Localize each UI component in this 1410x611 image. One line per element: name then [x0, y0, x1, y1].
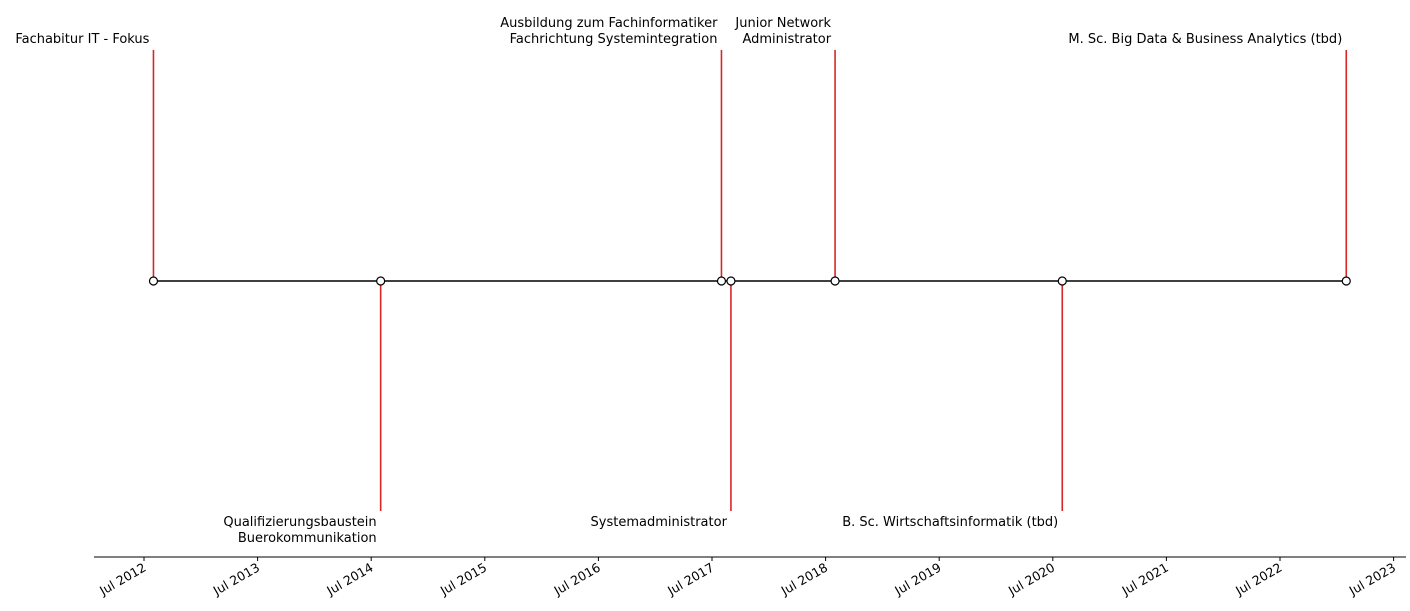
event-marker — [1341, 276, 1351, 286]
event-label: Ausbildung zum Fachinformatiker Fachricht… — [500, 16, 718, 47]
event-marker — [376, 276, 386, 286]
event-label: Junior Network Administrator — [734, 16, 831, 47]
event-stems — [152, 50, 1348, 511]
event-markers — [148, 276, 1351, 286]
x-axis-ticks: Jul 2012 Jul 2013 Jul 2014 Jul 2015 Jul 2016… — [96, 557, 1398, 599]
x-tick-label: Jul 2018 — [778, 560, 830, 599]
x-tick-label: Jul 2013 — [210, 560, 262, 599]
x-tick-label: Jul 2012 — [96, 560, 148, 599]
x-tick-label: Jul 2021 — [1118, 560, 1170, 599]
x-tick-label: Jul 2016 — [550, 560, 602, 599]
x-tick-label: Jul 2017 — [664, 560, 716, 599]
event-marker — [830, 276, 840, 286]
event-marker — [726, 276, 736, 286]
event-label: M. Sc. Big Data & Business Analytics (tb… — [1068, 32, 1342, 47]
x-tick-label: Jul 2014 — [323, 560, 375, 599]
x-tick-label: Jul 2015 — [437, 560, 489, 599]
event-label: Fachabitur IT - Fokus — [15, 32, 149, 47]
event-marker — [716, 276, 727, 286]
event-label: Systemadministrator — [591, 515, 728, 530]
event-marker — [148, 276, 159, 286]
x-tick-label: Jul 2019 — [891, 560, 943, 599]
x-tick-label: Jul 2023 — [1346, 560, 1398, 599]
event-label: Qualifizierungsbaustein Buerokommunikatio… — [223, 515, 376, 546]
x-tick-label: Jul 2020 — [1005, 560, 1057, 599]
event-labels: Fachabitur IT - Fokus Qualifizierungsbaus… — [15, 16, 1342, 546]
event-marker — [1057, 276, 1067, 286]
event-label: B. Sc. Wirtschaftsinformatik (tbd) — [842, 515, 1058, 530]
x-tick-label: Jul 2022 — [1232, 560, 1284, 599]
